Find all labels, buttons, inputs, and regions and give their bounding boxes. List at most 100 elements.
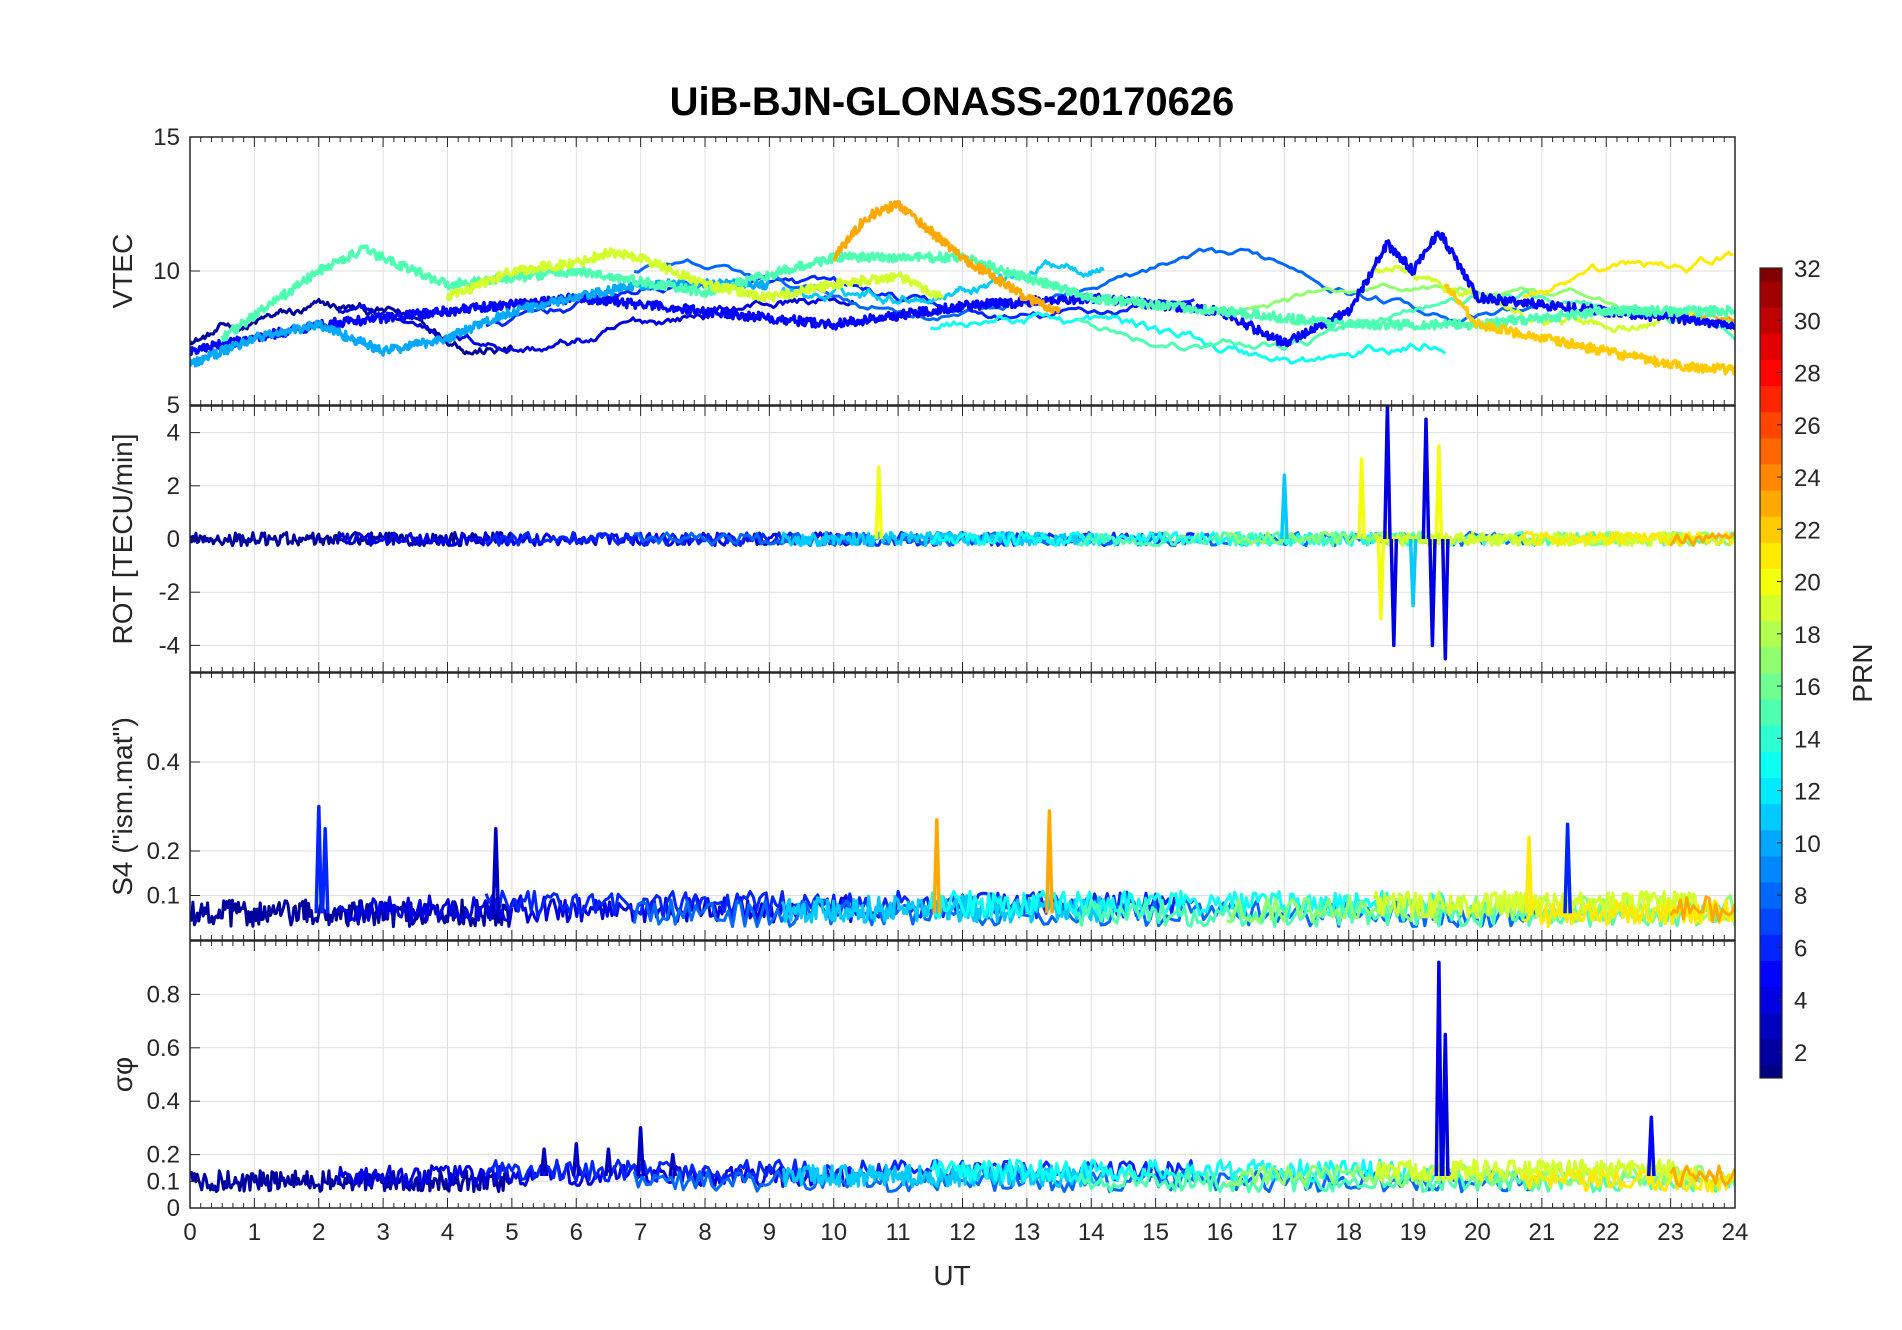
colorbar-step [1760, 673, 1782, 700]
series-prn-22 [1443, 283, 1735, 376]
chart-title: UiB-BJN-GLONASS-20170626 [670, 80, 1235, 124]
x-tick-label: 10 [820, 1219, 847, 1246]
trace-prn-19 [1374, 1158, 1698, 1183]
x-tick-label: 6 [570, 1219, 583, 1246]
x-axis-label: UT [933, 1260, 970, 1291]
traces-vtec [190, 199, 1735, 376]
x-tick-label: 4 [441, 1219, 454, 1246]
series-prn-4 [1383, 406, 1450, 661]
y-tick-label: 2 [167, 473, 180, 500]
x-tick-label: 24 [1722, 1219, 1749, 1246]
colorbar-step [1760, 908, 1782, 935]
y-tick-label: 10 [153, 258, 180, 285]
colorbar-step [1760, 490, 1782, 517]
trace-prn-21 [1522, 898, 1735, 928]
x-tick-label: 5 [505, 1219, 518, 1246]
x-tick-label: 23 [1657, 1219, 1684, 1246]
x-tick-label: 14 [1078, 1219, 1105, 1246]
series-prn-3 [539, 1126, 678, 1177]
traces-sigma [190, 960, 1735, 1194]
colorbar-step [1760, 725, 1782, 752]
colorbar-tick-label: 16 [1794, 674, 1821, 701]
series-prn-6 [1563, 822, 1572, 914]
colorbar-tick-label: 12 [1794, 779, 1821, 806]
x-tick-label: 11 [886, 1219, 911, 1246]
traces-rot [190, 406, 1735, 661]
trace-prn-23 [1669, 895, 1735, 924]
colorbar-tick-label: 22 [1794, 517, 1821, 544]
colorbar-tick-label: 14 [1794, 726, 1821, 753]
colorbar-tick-label: 30 [1794, 308, 1821, 335]
colorbar-step [1760, 307, 1782, 334]
panel-vtec: 5 10 15 VTEC [107, 124, 1736, 419]
colorbar-step [1760, 516, 1782, 543]
colorbar-tick-label: 20 [1794, 570, 1821, 597]
trace-prn-23 [1669, 1164, 1735, 1188]
colorbar-tick-label: 18 [1794, 622, 1821, 649]
x-tick-label: 9 [763, 1219, 776, 1246]
x-tick-label: 3 [376, 1219, 389, 1246]
y-tick-label: 5 [167, 392, 180, 419]
trace-prn-21 [1521, 1169, 1735, 1194]
series-prn-5 [190, 230, 1735, 357]
y-tick-label: 0.6 [147, 1035, 180, 1062]
colorbar-step [1760, 829, 1782, 857]
y-tick-label: 0.4 [147, 749, 180, 776]
y-tick-label: 0.1 [147, 883, 180, 910]
x-tick-label: 2 [312, 1219, 325, 1246]
colorbar-step [1760, 777, 1782, 805]
trace-prn-19 [1373, 889, 1698, 919]
trace-prn-4 [337, 295, 855, 355]
colorbar-label: PRN [1847, 643, 1878, 702]
colorbar-step [1760, 437, 1782, 465]
colorbar-step [1760, 882, 1782, 909]
x-tick-label: 19 [1400, 1219, 1427, 1246]
trace-prn-17 [1225, 894, 1735, 924]
colorbar-step [1760, 1038, 1782, 1066]
y-axis-label-sigma: σφ [107, 1057, 138, 1092]
colorbar-step [1760, 1064, 1782, 1079]
colorbar-step [1760, 620, 1782, 648]
series-prn-3 [491, 827, 501, 914]
colorbar-step [1760, 699, 1782, 726]
y-tick-label: 0.8 [147, 981, 180, 1008]
x-tick-label: 15 [1142, 1219, 1169, 1246]
series-prn-20 [874, 444, 1444, 621]
colorbar-step [1760, 333, 1782, 360]
y-tick-label: 0 [167, 1195, 180, 1222]
colorbar-step [1760, 855, 1782, 883]
x-tick-label: 21 [1529, 1219, 1556, 1246]
trace-prn-21 [1522, 250, 1734, 299]
trace-prn-2 [190, 297, 514, 356]
y-tick-label: 4 [167, 420, 180, 447]
y-tick-label: 0.4 [147, 1088, 180, 1115]
trace-prn-21 [1521, 530, 1735, 548]
colorbar-step [1760, 751, 1782, 779]
trace-prn-8 [633, 246, 1536, 324]
colorbar-tick-label: 2 [1794, 1040, 1807, 1067]
y-tick-label: 15 [153, 124, 180, 151]
trace-prn-13 [930, 311, 1447, 365]
trace-prn-23 [1669, 531, 1735, 547]
colorbar-step [1760, 803, 1782, 831]
colorbar-tick-label: 10 [1794, 831, 1821, 858]
colorbar-tick-label: 32 [1794, 256, 1821, 283]
y-tick-label: 0.1 [147, 1168, 180, 1195]
colorbar-tick-label: 28 [1794, 361, 1821, 388]
colorbar-step [1760, 594, 1782, 622]
colorbar-step [1760, 542, 1782, 569]
panel-rot: -4 -2 0 2 4 ROT [TECU/min] [107, 405, 1736, 673]
y-tick-label: 0 [167, 526, 180, 553]
colorbar-step [1760, 960, 1782, 988]
x-tick-label: 0 [183, 1219, 196, 1246]
panel-sigma: 00.10.2 0.4 0.6 0.8 σφ [107, 940, 1736, 1222]
colorbar-step [1760, 268, 1782, 282]
y-tick-label: -4 [159, 632, 180, 659]
y-axis-label-s4: S4 ("ism.mat") [107, 717, 138, 896]
x-tick-label: 7 [634, 1219, 647, 1246]
series-prn-5 [1646, 1115, 1656, 1177]
trace-prn-13 [929, 1158, 1447, 1183]
